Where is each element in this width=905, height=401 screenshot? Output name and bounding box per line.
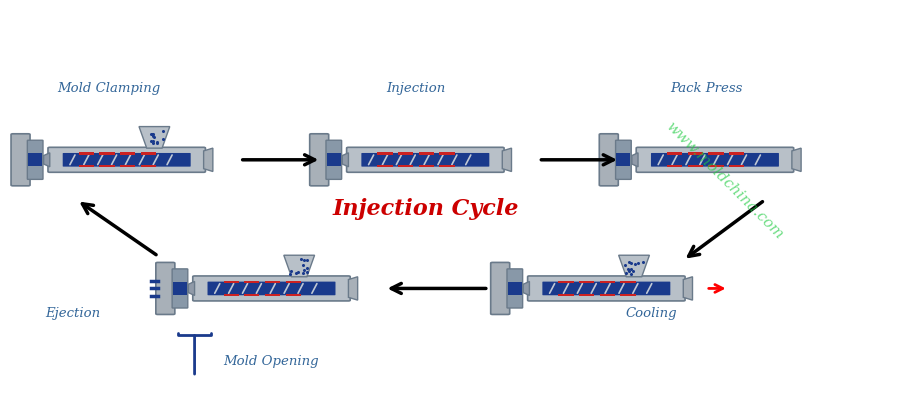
FancyBboxPatch shape xyxy=(172,269,187,308)
Bar xyxy=(558,281,574,284)
Bar xyxy=(729,166,744,168)
Bar xyxy=(600,294,614,296)
FancyBboxPatch shape xyxy=(599,134,618,186)
Polygon shape xyxy=(523,282,529,296)
Polygon shape xyxy=(348,277,357,300)
Bar xyxy=(688,166,703,168)
Text: Ejection: Ejection xyxy=(45,306,100,319)
FancyBboxPatch shape xyxy=(62,154,191,167)
Bar xyxy=(377,153,393,155)
FancyBboxPatch shape xyxy=(11,134,30,186)
FancyBboxPatch shape xyxy=(651,154,779,167)
Bar xyxy=(120,166,135,168)
Bar xyxy=(419,166,433,168)
Polygon shape xyxy=(632,154,638,167)
FancyBboxPatch shape xyxy=(347,148,504,173)
FancyBboxPatch shape xyxy=(310,134,329,186)
Bar xyxy=(616,154,630,167)
Bar xyxy=(327,154,340,167)
Bar xyxy=(100,166,115,168)
Bar xyxy=(440,153,454,155)
FancyBboxPatch shape xyxy=(528,276,685,301)
FancyBboxPatch shape xyxy=(615,141,632,180)
Bar xyxy=(398,153,414,155)
Bar xyxy=(141,166,156,168)
Bar xyxy=(286,281,300,284)
Bar xyxy=(419,153,433,155)
FancyBboxPatch shape xyxy=(27,141,43,180)
Polygon shape xyxy=(43,154,50,167)
Bar xyxy=(558,294,574,296)
Bar xyxy=(621,294,635,296)
Text: Pack Press: Pack Press xyxy=(670,82,742,95)
Bar xyxy=(244,281,260,284)
Bar xyxy=(28,154,42,167)
Bar xyxy=(440,166,454,168)
FancyBboxPatch shape xyxy=(193,276,350,301)
Polygon shape xyxy=(683,277,692,300)
Bar xyxy=(709,166,723,168)
Bar xyxy=(224,281,239,284)
FancyBboxPatch shape xyxy=(507,269,523,308)
Text: Injection: Injection xyxy=(386,82,446,95)
FancyBboxPatch shape xyxy=(207,282,336,296)
Bar xyxy=(100,153,115,155)
Polygon shape xyxy=(139,127,170,149)
Bar xyxy=(621,281,635,284)
Bar xyxy=(79,166,94,168)
Bar xyxy=(141,153,156,155)
Bar xyxy=(667,166,682,168)
Bar xyxy=(120,153,135,155)
FancyBboxPatch shape xyxy=(48,148,205,173)
Bar xyxy=(508,282,521,295)
FancyBboxPatch shape xyxy=(636,148,794,173)
Bar xyxy=(224,294,239,296)
FancyBboxPatch shape xyxy=(156,263,175,315)
Bar xyxy=(79,153,94,155)
Bar xyxy=(286,294,300,296)
Bar xyxy=(600,281,614,284)
Text: Injection Cycle: Injection Cycle xyxy=(332,198,519,219)
Polygon shape xyxy=(619,255,650,277)
Polygon shape xyxy=(502,149,511,172)
FancyBboxPatch shape xyxy=(491,263,510,315)
FancyBboxPatch shape xyxy=(361,154,490,167)
Bar xyxy=(244,294,260,296)
Polygon shape xyxy=(204,149,213,172)
Bar xyxy=(265,281,280,284)
Bar xyxy=(265,294,280,296)
Text: www.moldchina.com: www.moldchina.com xyxy=(662,119,786,242)
Text: Mold Clamping: Mold Clamping xyxy=(57,82,160,95)
Bar xyxy=(667,153,682,155)
Bar xyxy=(579,294,595,296)
Polygon shape xyxy=(188,282,195,296)
Polygon shape xyxy=(342,154,348,167)
Bar xyxy=(173,282,186,295)
Bar xyxy=(729,153,744,155)
Text: Mold Opening: Mold Opening xyxy=(224,354,319,367)
FancyBboxPatch shape xyxy=(326,141,341,180)
Polygon shape xyxy=(284,255,315,277)
Bar xyxy=(688,153,703,155)
Bar xyxy=(377,166,393,168)
Bar xyxy=(398,166,414,168)
Polygon shape xyxy=(792,149,801,172)
Bar xyxy=(709,153,723,155)
Text: Cooling: Cooling xyxy=(625,306,678,319)
Bar xyxy=(579,281,595,284)
FancyBboxPatch shape xyxy=(542,282,671,296)
